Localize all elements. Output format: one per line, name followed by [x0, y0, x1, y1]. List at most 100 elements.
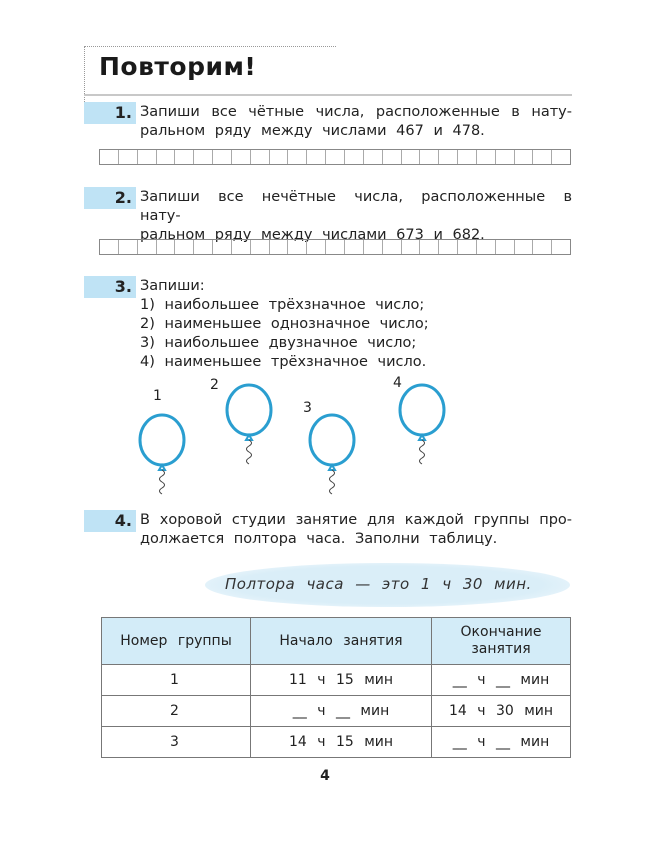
- table-header-row: Номер группы Начало занятия Окончание за…: [101, 617, 571, 665]
- grid-cell[interactable]: [307, 150, 327, 164]
- table-cell: 3: [101, 726, 251, 758]
- grid-cell[interactable]: [288, 150, 308, 164]
- grid-cell[interactable]: [100, 240, 119, 254]
- grid-cell[interactable]: [157, 240, 176, 254]
- grid-cell[interactable]: [213, 240, 232, 254]
- task-4-text: В хоровой студии занятие для каждой груп…: [140, 511, 572, 549]
- grid-cell[interactable]: [402, 240, 421, 254]
- frame-left-border: [84, 46, 85, 106]
- grid-cell[interactable]: [119, 240, 138, 254]
- grid-cell[interactable]: [420, 150, 440, 164]
- grid-cell[interactable]: [326, 240, 345, 254]
- task-1-text: Запиши все чётные числа, расположенные в…: [140, 103, 572, 141]
- task-number-2: 2.: [84, 187, 136, 209]
- grid-cell[interactable]: [345, 150, 364, 164]
- balloon-icon: [138, 413, 186, 495]
- grid-cell[interactable]: [458, 150, 477, 164]
- grid-cell[interactable]: [364, 240, 383, 254]
- task-3-line: Запиши:: [140, 278, 205, 294]
- task-3-line: 3) наибольшее двузначное число;: [140, 335, 417, 351]
- grid-cell[interactable]: [345, 240, 364, 254]
- title-divider: [84, 94, 572, 96]
- table-row: 1 11 ч 15 мин __ ч __ мин: [101, 664, 571, 696]
- table-cell: 11 ч 15 мин: [250, 664, 432, 696]
- grid-cell[interactable]: [288, 240, 308, 254]
- balloon-label: 3: [303, 400, 312, 416]
- grid-cell[interactable]: [439, 240, 459, 254]
- grid-cell[interactable]: [175, 240, 195, 254]
- grid-cell[interactable]: [477, 150, 496, 164]
- task-2-line: Запиши все нечётные числа, расположенные…: [140, 189, 572, 224]
- grid-cell[interactable]: [515, 150, 534, 164]
- grid-cell[interactable]: [496, 240, 515, 254]
- grid-cell[interactable]: [402, 150, 421, 164]
- header-start: Начало занятия: [250, 617, 432, 665]
- grid-cell[interactable]: [232, 150, 251, 164]
- grid-cell[interactable]: [251, 150, 270, 164]
- table-cell: 14 ч 15 мин: [250, 726, 432, 758]
- task-3-line: 2) наименьшее однозначное число;: [140, 316, 429, 332]
- grid-cell[interactable]: [533, 150, 553, 164]
- header-end: Окончание занятия: [431, 617, 571, 665]
- grid-cell[interactable]: [213, 150, 232, 164]
- page-number: 4: [320, 768, 330, 784]
- frame-top-border: [84, 46, 336, 47]
- grid-cell[interactable]: [175, 150, 195, 164]
- task-1-line: Запиши все чётные числа, расположенные в…: [140, 104, 572, 120]
- grid-cell[interactable]: [515, 240, 534, 254]
- balloon-icon: [398, 383, 446, 465]
- task-3-line: 1) наибольшее трёхзначное число;: [140, 297, 425, 313]
- page-title: Повторим!: [99, 52, 257, 81]
- table-cell[interactable]: __ ч __ мин: [250, 695, 432, 727]
- balloon-icon: [225, 383, 273, 465]
- grid-cell[interactable]: [420, 240, 440, 254]
- balloon-label: 2: [210, 377, 219, 393]
- grid-cell[interactable]: [194, 240, 214, 254]
- answer-grid-1[interactable]: [99, 149, 571, 165]
- table-cell: 1: [101, 664, 251, 696]
- grid-cell[interactable]: [383, 150, 402, 164]
- task-number-4: 4.: [84, 510, 136, 532]
- grid-cell[interactable]: [364, 150, 383, 164]
- hint-cloud: Полтора часа — это 1 ч 30 мин.: [205, 563, 570, 607]
- table-cell: 14 ч 30 мин: [431, 695, 571, 727]
- grid-cell[interactable]: [477, 240, 496, 254]
- grid-cell[interactable]: [383, 240, 402, 254]
- task-number-3: 3.: [84, 276, 136, 298]
- grid-cell[interactable]: [157, 150, 176, 164]
- balloon-label: 4: [393, 375, 402, 391]
- task-4-line: В хоровой студии занятие для каждой груп…: [140, 512, 572, 528]
- grid-cell[interactable]: [307, 240, 327, 254]
- table-cell: 2: [101, 695, 251, 727]
- grid-cell[interactable]: [533, 240, 553, 254]
- balloon-label: 1: [153, 388, 162, 404]
- grid-cell[interactable]: [270, 240, 289, 254]
- table-cell[interactable]: __ ч __ мин: [431, 726, 571, 758]
- grid-cell[interactable]: [232, 240, 251, 254]
- task-3-text: Запиши: 1) наибольшее трёхзначное число;…: [140, 277, 429, 372]
- grid-cell[interactable]: [326, 150, 345, 164]
- hint-text: Полтора часа — это 1 ч 30 мин.: [225, 575, 532, 593]
- grid-cell[interactable]: [251, 240, 270, 254]
- grid-cell[interactable]: [458, 240, 477, 254]
- grid-cell[interactable]: [138, 240, 157, 254]
- grid-cell[interactable]: [138, 150, 157, 164]
- balloon-icon: [308, 413, 356, 495]
- grid-cell[interactable]: [100, 150, 119, 164]
- task-4-line: должается полтора часа. Заполни таблицу.: [140, 531, 498, 547]
- task-3-line: 4) наименьшее трёхзначное число.: [140, 354, 427, 370]
- grid-cell[interactable]: [194, 150, 214, 164]
- table-cell[interactable]: __ ч __ мин: [431, 664, 571, 696]
- grid-cell[interactable]: [119, 150, 138, 164]
- header-group: Номер группы: [101, 617, 251, 665]
- schedule-table: Номер группы Начало занятия Окончание за…: [101, 617, 571, 758]
- grid-cell[interactable]: [439, 150, 459, 164]
- grid-cell[interactable]: [496, 150, 515, 164]
- task-number-1: 1.: [84, 102, 136, 124]
- answer-grid-2[interactable]: [99, 239, 571, 255]
- grid-cell[interactable]: [270, 150, 289, 164]
- table-row: 3 14 ч 15 мин __ ч __ мин: [101, 726, 571, 758]
- table-row: 2 __ ч __ мин 14 ч 30 мин: [101, 695, 571, 727]
